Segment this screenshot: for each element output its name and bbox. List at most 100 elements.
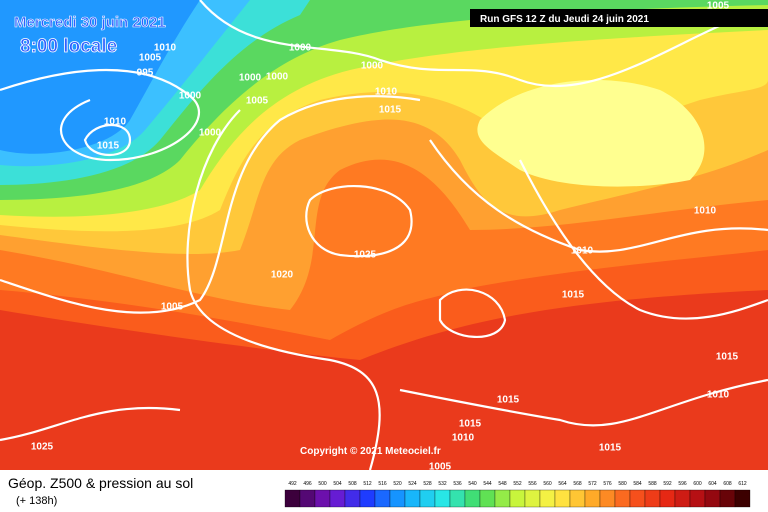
legend-swatch [614, 489, 631, 508]
legend-swatch [644, 489, 661, 508]
isobar-label: 1010 [694, 206, 717, 217]
legend-swatch [584, 489, 601, 508]
legend-swatch [524, 489, 541, 508]
legend-swatch [374, 489, 391, 508]
legend-label: 504 [333, 481, 342, 487]
legend-swatch [419, 489, 436, 508]
legend-swatch [689, 489, 706, 508]
legend-label: 568 [573, 481, 582, 487]
legend-swatch [704, 489, 721, 508]
isobar-label: 1015 [379, 105, 402, 116]
legend-swatch [599, 489, 616, 508]
isobar-label: 995 [137, 68, 154, 79]
isobar [519, 159, 768, 320]
legend-label: 600 [693, 481, 702, 487]
isobar [399, 378, 768, 427]
legend-label: 540 [468, 481, 477, 487]
legend-label: 612 [738, 481, 747, 487]
legend-swatch [464, 489, 481, 508]
time: 8:00 locale [20, 36, 117, 57]
legend-swatch [509, 489, 526, 508]
copyright: Copyright © 2021 Meteociel.fr [300, 446, 441, 457]
legend-label: 548 [498, 481, 507, 487]
legend-label: 596 [678, 481, 687, 487]
legend-swatch [344, 489, 361, 508]
legend-swatch [314, 489, 331, 508]
legend-swatch [359, 489, 376, 508]
legend-label: 532 [438, 481, 447, 487]
isobar-label: 1015 [562, 290, 585, 301]
legend-label: 580 [618, 481, 627, 487]
isobar [429, 139, 768, 253]
isobar-label: 1005 [707, 1, 730, 12]
legend-swatch [299, 489, 316, 508]
legend-label: 608 [723, 481, 732, 487]
legend-swatch [284, 489, 301, 508]
isobar-label: 1015 [716, 352, 739, 363]
legend-label: 604 [708, 481, 717, 487]
legend-swatch [389, 489, 406, 508]
isobar-label: 1005 [139, 53, 162, 64]
isobar-label: 1010 [375, 87, 398, 98]
run-info: Run GFS 12 Z du Jeudi 24 juin 2021 [480, 14, 649, 25]
isobar-label: 1005 [246, 96, 269, 107]
isobar [438, 288, 507, 338]
band [477, 80, 705, 187]
legend-label: 588 [648, 481, 657, 487]
isobar-label: 1010 [452, 433, 475, 444]
legend-label: 572 [588, 481, 597, 487]
legend-label: 528 [423, 481, 432, 487]
legend-label: 556 [528, 481, 537, 487]
isobar [199, 0, 768, 88]
legend-label: 560 [543, 481, 552, 487]
legend-label: 512 [363, 481, 372, 487]
isobar-label: 1010 [154, 43, 177, 54]
legend-label: 536 [453, 481, 462, 487]
date: Mercredi 30 juin 2021 [14, 14, 166, 31]
legend-swatch [734, 489, 751, 508]
isobar [0, 95, 421, 314]
isobar-label: 1000 [266, 72, 289, 83]
legend-label: 496 [303, 481, 312, 487]
isobar [305, 185, 413, 258]
legend-swatch [674, 489, 691, 508]
isobar-label: 1005 [161, 302, 184, 313]
isobar-label: 1000 [289, 43, 312, 54]
legend-swatch [569, 489, 586, 508]
legend-label: 492 [288, 481, 297, 487]
legend-swatch [449, 489, 466, 508]
legend-label: 584 [633, 481, 642, 487]
isobars [0, 0, 768, 471]
legend-label: 516 [378, 481, 387, 487]
legend-swatch [539, 489, 556, 508]
isobar-label: 1000 [199, 128, 222, 139]
isobar [83, 124, 132, 156]
isobar-label: 1005 [429, 462, 452, 473]
legend-label: 520 [393, 481, 402, 487]
isobar [0, 68, 200, 162]
legend-swatch [479, 489, 496, 508]
footer-title: Géop. Z500 & pression au sol [8, 475, 193, 491]
legend-label: 576 [603, 481, 612, 487]
isobar [0, 406, 181, 442]
isobar-label: 1015 [599, 443, 622, 454]
footer-lead: (+ 138h) [16, 495, 57, 507]
isobar [186, 109, 381, 471]
legend-label: 592 [663, 481, 672, 487]
run-box [470, 9, 768, 27]
legend-swatch [329, 489, 346, 508]
isobar-label: 1015 [459, 419, 482, 430]
isobar-label: 1010 [707, 390, 730, 401]
band [0, 0, 200, 154]
isobar-label: 1000 [361, 61, 384, 72]
legend-swatch [554, 489, 571, 508]
legend-swatch [659, 489, 676, 508]
legend-label: 564 [558, 481, 567, 487]
isobar-label: 1020 [271, 270, 294, 281]
legend-swatch [629, 489, 646, 508]
isobar-label: 1010 [104, 117, 127, 128]
isobar-label: 1025 [31, 442, 54, 453]
isobar-label: 1015 [497, 395, 520, 406]
legend-swatch [434, 489, 451, 508]
legend-label: 524 [408, 481, 417, 487]
